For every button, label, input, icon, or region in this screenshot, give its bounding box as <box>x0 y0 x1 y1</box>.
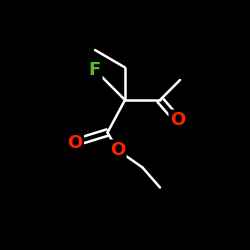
Text: F: F <box>89 61 101 79</box>
Text: O: O <box>110 141 125 159</box>
Text: O: O <box>170 111 185 129</box>
Text: O: O <box>68 134 82 152</box>
